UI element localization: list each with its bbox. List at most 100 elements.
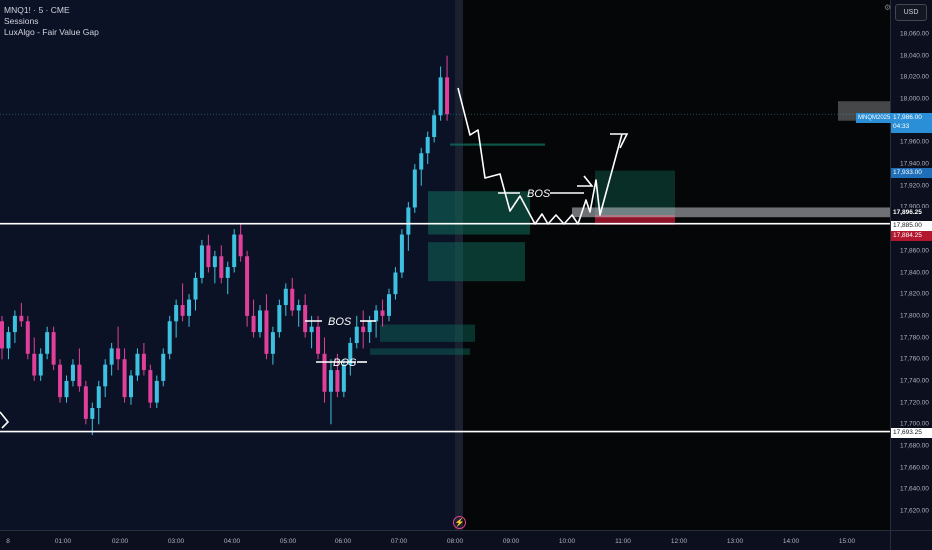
candle-body: [341, 364, 346, 392]
price-axis[interactable]: 18,060.00 18,040.00 18,020.00 18,000.00 17,9…: [890, 0, 932, 530]
candle-body: [387, 294, 391, 316]
candle-body: [122, 359, 127, 398]
indicator-fvg[interactable]: LuxAlgo - Fair Value Gap: [4, 27, 99, 37]
price-tick-label: 18,040.00: [900, 52, 929, 60]
candle-body: [45, 332, 50, 354]
candle-body: [25, 321, 30, 354]
grey-zone: [572, 207, 890, 218]
arrow-head: [0, 411, 10, 429]
candle-body: [64, 380, 69, 398]
price-tick-label: 18,060.00: [900, 30, 929, 38]
price-tick-label: 17,660.00: [900, 464, 929, 472]
price-tick-label: 17,800.00: [900, 312, 929, 320]
candle-body: [412, 169, 417, 208]
time-tick-label: 14:00: [782, 538, 800, 545]
candle-body: [38, 353, 43, 376]
candle-body: [77, 364, 82, 387]
candle-body: [290, 288, 295, 311]
candle-body: [6, 332, 11, 349]
candle-body: [238, 234, 243, 257]
candle-body: [399, 234, 404, 273]
symbol-line[interactable]: MNQ1! · 5 · CME: [4, 5, 70, 15]
candle-body: [425, 136, 430, 154]
candle-body: [51, 332, 56, 365]
price-tick-label: 17,960.00: [900, 138, 929, 146]
candle-body: [109, 348, 114, 365]
candle-body: [12, 315, 17, 333]
time-tick-label: 13:00: [726, 538, 744, 545]
candle-body: [309, 326, 314, 333]
fvg-box: [428, 191, 530, 235]
candle-body: [322, 353, 327, 392]
candle-body: [432, 115, 437, 137]
candle-body: [161, 353, 166, 381]
horizontal-levels: [0, 113, 890, 433]
time-tick-label: 02:00: [111, 538, 129, 545]
settings-icon[interactable]: ⚙: [884, 3, 892, 12]
candle-body: [277, 305, 282, 333]
candle-body: [393, 272, 398, 295]
level-tag-2: 17,885.00: [891, 221, 932, 231]
candle-body: [361, 326, 366, 333]
last-price-value: 17,986.00: [893, 114, 922, 121]
candle-body: [187, 299, 192, 316]
candle-body: [270, 332, 275, 354]
candle-body: [135, 353, 140, 376]
candle-body: [212, 256, 217, 268]
price-tick-label: 18,000.00: [900, 95, 929, 103]
time-tick-label: 05:00: [279, 538, 297, 545]
candle-body: [264, 310, 269, 354]
fvg-box: [380, 324, 475, 342]
candle-body: [245, 256, 250, 316]
red-zone: [595, 215, 675, 225]
candle-body: [0, 321, 4, 349]
price-tick-label: 18,020.00: [900, 73, 929, 81]
candle-body: [406, 207, 411, 235]
candle-body: [348, 342, 353, 365]
level-tag-1: 17,896.25: [891, 208, 932, 218]
candle-body: [438, 77, 443, 116]
candle-body: [303, 305, 308, 333]
time-tick-label: 01:00: [54, 538, 72, 545]
time-tick-label: 07:00: [390, 538, 408, 545]
price-tick-label: 17,820.00: [900, 290, 929, 298]
arrow-head: [577, 175, 594, 187]
price-chart[interactable]: BOS BOS BOS: [0, 0, 890, 530]
fvg-box: [428, 242, 525, 282]
candle-body: [316, 326, 321, 354]
candle-body: [19, 315, 24, 322]
candle-body: [174, 305, 179, 322]
price-tick-label: 17,640.00: [900, 485, 929, 493]
candle-body: [103, 364, 108, 387]
candle-body: [83, 386, 88, 419]
candle-body: [367, 321, 372, 333]
time-tick-label: 11:00: [615, 538, 631, 545]
time-tick-label: 10:00: [558, 538, 576, 545]
candle-body: [90, 408, 95, 419]
axis-corner: [890, 530, 932, 550]
candle-body: [193, 277, 198, 300]
time-axis[interactable]: 8 01:00 02:00 03:00 04:00 05:00 06:00 07:00 08:0…: [0, 530, 890, 550]
candle-body: [199, 245, 204, 278]
price-tick-label: 17,780.00: [900, 334, 929, 342]
bos-label: BOS: [328, 316, 352, 328]
price-tick-label: 17,720.00: [900, 399, 929, 407]
price-tick-label: 17,920.00: [900, 182, 929, 190]
currency-button[interactable]: USD: [895, 4, 927, 21]
candle-body: [116, 348, 121, 360]
time-tick-label: 8: [6, 538, 10, 545]
candle-body: [180, 305, 185, 316]
indicator-sessions[interactable]: Sessions: [4, 16, 39, 26]
arrow-head: [610, 133, 629, 149]
lightning-icon[interactable]: ⚡: [453, 516, 466, 529]
ticker-tag: MNQM2025: [856, 113, 893, 123]
candle-body: [206, 245, 211, 268]
last-price-tag: 17,986.00 04:33: [891, 113, 932, 133]
candle-body: [32, 353, 37, 376]
candle-body: [445, 77, 450, 115]
candle-body: [219, 256, 224, 278]
price-tick-label: 17,940.00: [900, 160, 929, 168]
candle-body: [380, 310, 385, 316]
price-tick-label: 17,700.00: [900, 420, 929, 428]
